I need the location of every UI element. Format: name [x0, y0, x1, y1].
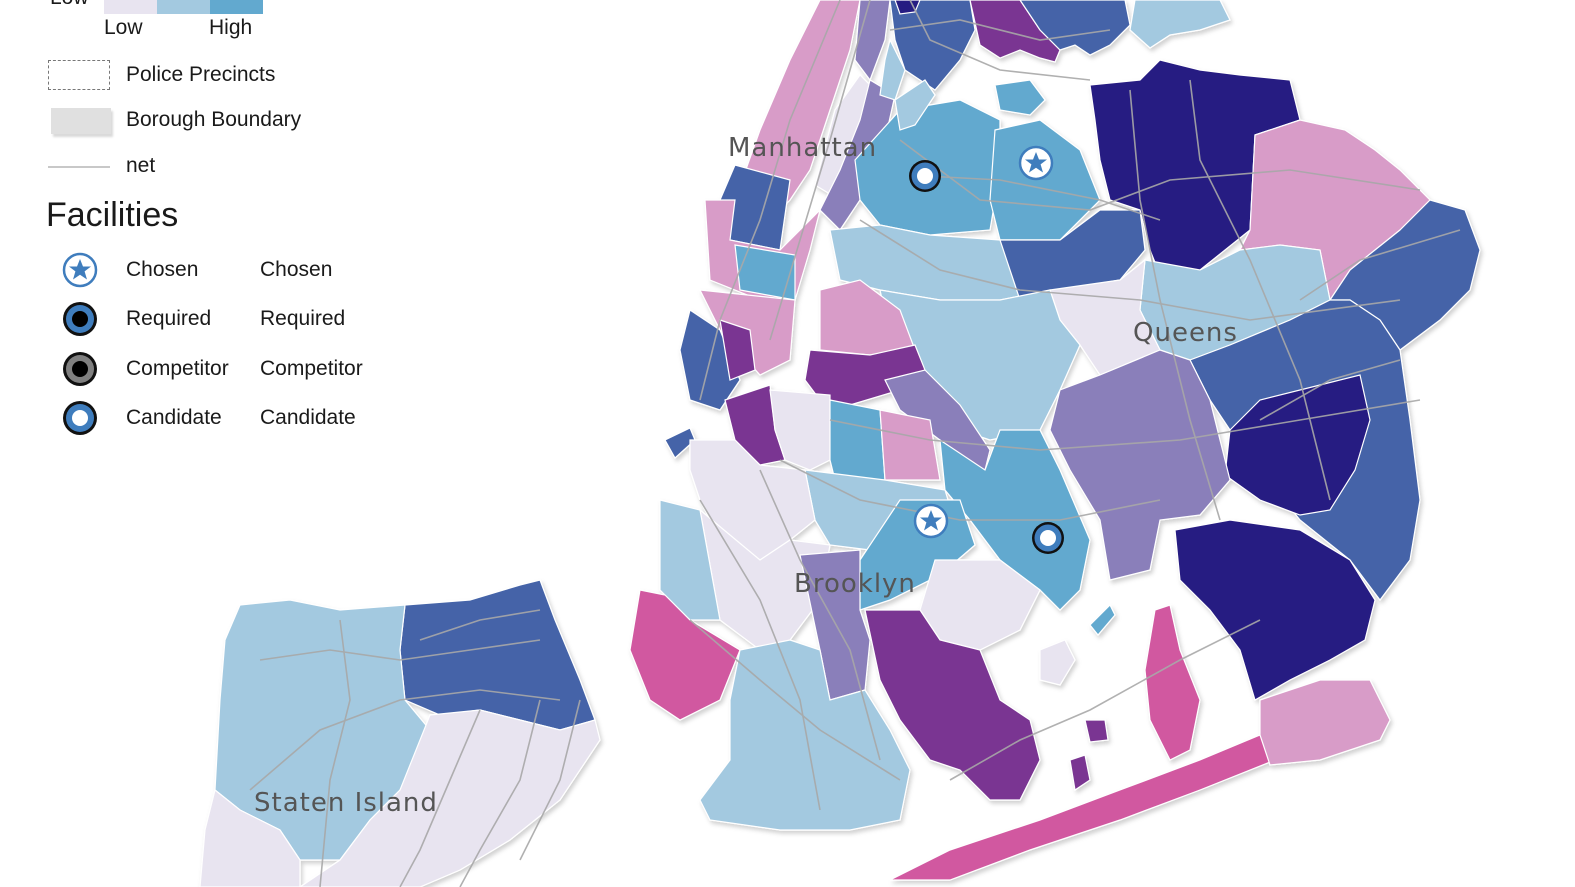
- precinct-bk-bed: [829, 399, 886, 481]
- road-network: [249, 0, 1461, 887]
- legend-label-net: net: [126, 154, 156, 177]
- star-circle-icon: [62, 252, 98, 288]
- precinct-broadchannel: [1144, 604, 1201, 761]
- precinct-bronx-e: [1129, 0, 1231, 49]
- facility-label-required: Required: [126, 307, 212, 330]
- precinct-queens-jfk: [1174, 519, 1376, 701]
- borough-label-queens: Queens: [1133, 318, 1238, 348]
- precinct-si-sw: [199, 788, 301, 887]
- facility-label-chosen: Chosen: [126, 258, 199, 281]
- dashed-box-icon: [48, 60, 110, 90]
- facility-label2-required: Required: [260, 307, 346, 330]
- precinct-si-south: [298, 709, 601, 887]
- facility-label2-competitor: Competitor: [260, 357, 363, 380]
- ramp-swatch-very-low: [104, 0, 157, 14]
- ramp-swatch-high: [210, 0, 263, 14]
- precinct-bk-gravesend: [699, 639, 911, 831]
- precinct-bronx-b: [894, 0, 921, 15]
- precinct-queens-jh: [989, 119, 1101, 241]
- borough-label-manhattan: Manhattan: [728, 133, 877, 163]
- candidate-facility-marker[interactable]: [909, 160, 941, 192]
- ramp-swatch-low: [157, 0, 210, 14]
- precinct-bk-sunset: [659, 499, 721, 621]
- candidate-ring-icon: [63, 401, 97, 435]
- precinct-rockaway-east: [1259, 679, 1391, 766]
- precinct-bronx-d: [1019, 0, 1131, 56]
- facility-label2-candidate: Candidate: [260, 406, 356, 429]
- precinct-islet-b: [1084, 719, 1109, 743]
- precinct-bk-island: [1039, 639, 1076, 686]
- borough-label-brooklyn: Brooklyn: [794, 569, 916, 599]
- precinct-manhattan-uws: [734, 0, 861, 231]
- precinct-bk-bedpink: [879, 409, 941, 481]
- facility-label-candidate: Candidate: [126, 406, 222, 429]
- precinct-queens-ozone: [1049, 349, 1231, 581]
- net-line-icon: [48, 166, 110, 168]
- precinct-queens-ri: [894, 79, 936, 131]
- precinct-bk-bayridge: [629, 589, 741, 721]
- legend-label-borough-boundary: Borough Boundary: [126, 108, 302, 131]
- required-dot-icon: [63, 302, 97, 336]
- precinct-manhattan-e: [879, 38, 906, 101]
- facility-label-competitor: Competitor: [126, 357, 229, 380]
- precinct-polygons: [199, 0, 1481, 887]
- precinct-islet-a: [1069, 754, 1091, 792]
- precinct-queens-ne: [1328, 199, 1481, 351]
- facility-label2-chosen: Chosen: [260, 258, 333, 281]
- legend-label-police-precincts: Police Precincts: [126, 63, 276, 86]
- borough-boundary-swatch-icon: [51, 108, 111, 134]
- precinct-bk-marine: [864, 609, 1041, 801]
- precinct-queens-lake: [994, 79, 1046, 116]
- chosen-facility-marker[interactable]: [1018, 145, 1054, 181]
- precinct-queens-se: [1224, 374, 1371, 516]
- borough-label-staten-island: Staten Island: [254, 788, 438, 818]
- ramp-low-label: Low: [104, 16, 143, 39]
- candidate-facility-marker[interactable]: [1032, 522, 1064, 554]
- color-ramp: [104, 0, 263, 14]
- precinct-bk-downtown: [769, 389, 831, 471]
- competitor-dot-icon: [63, 352, 97, 386]
- precinct-si-north: [399, 579, 596, 731]
- precinct-manhattan-les: [719, 319, 756, 381]
- chosen-facility-marker[interactable]: [913, 503, 949, 539]
- ramp-high-label: High: [209, 16, 253, 39]
- facilities-title: Facilities: [46, 196, 179, 234]
- map-legend: Low Low High Police Precincts Borough Bo…: [0, 0, 420, 450]
- precinct-islet-c: [1089, 603, 1116, 636]
- ramp-cut-label: Low: [50, 0, 89, 10]
